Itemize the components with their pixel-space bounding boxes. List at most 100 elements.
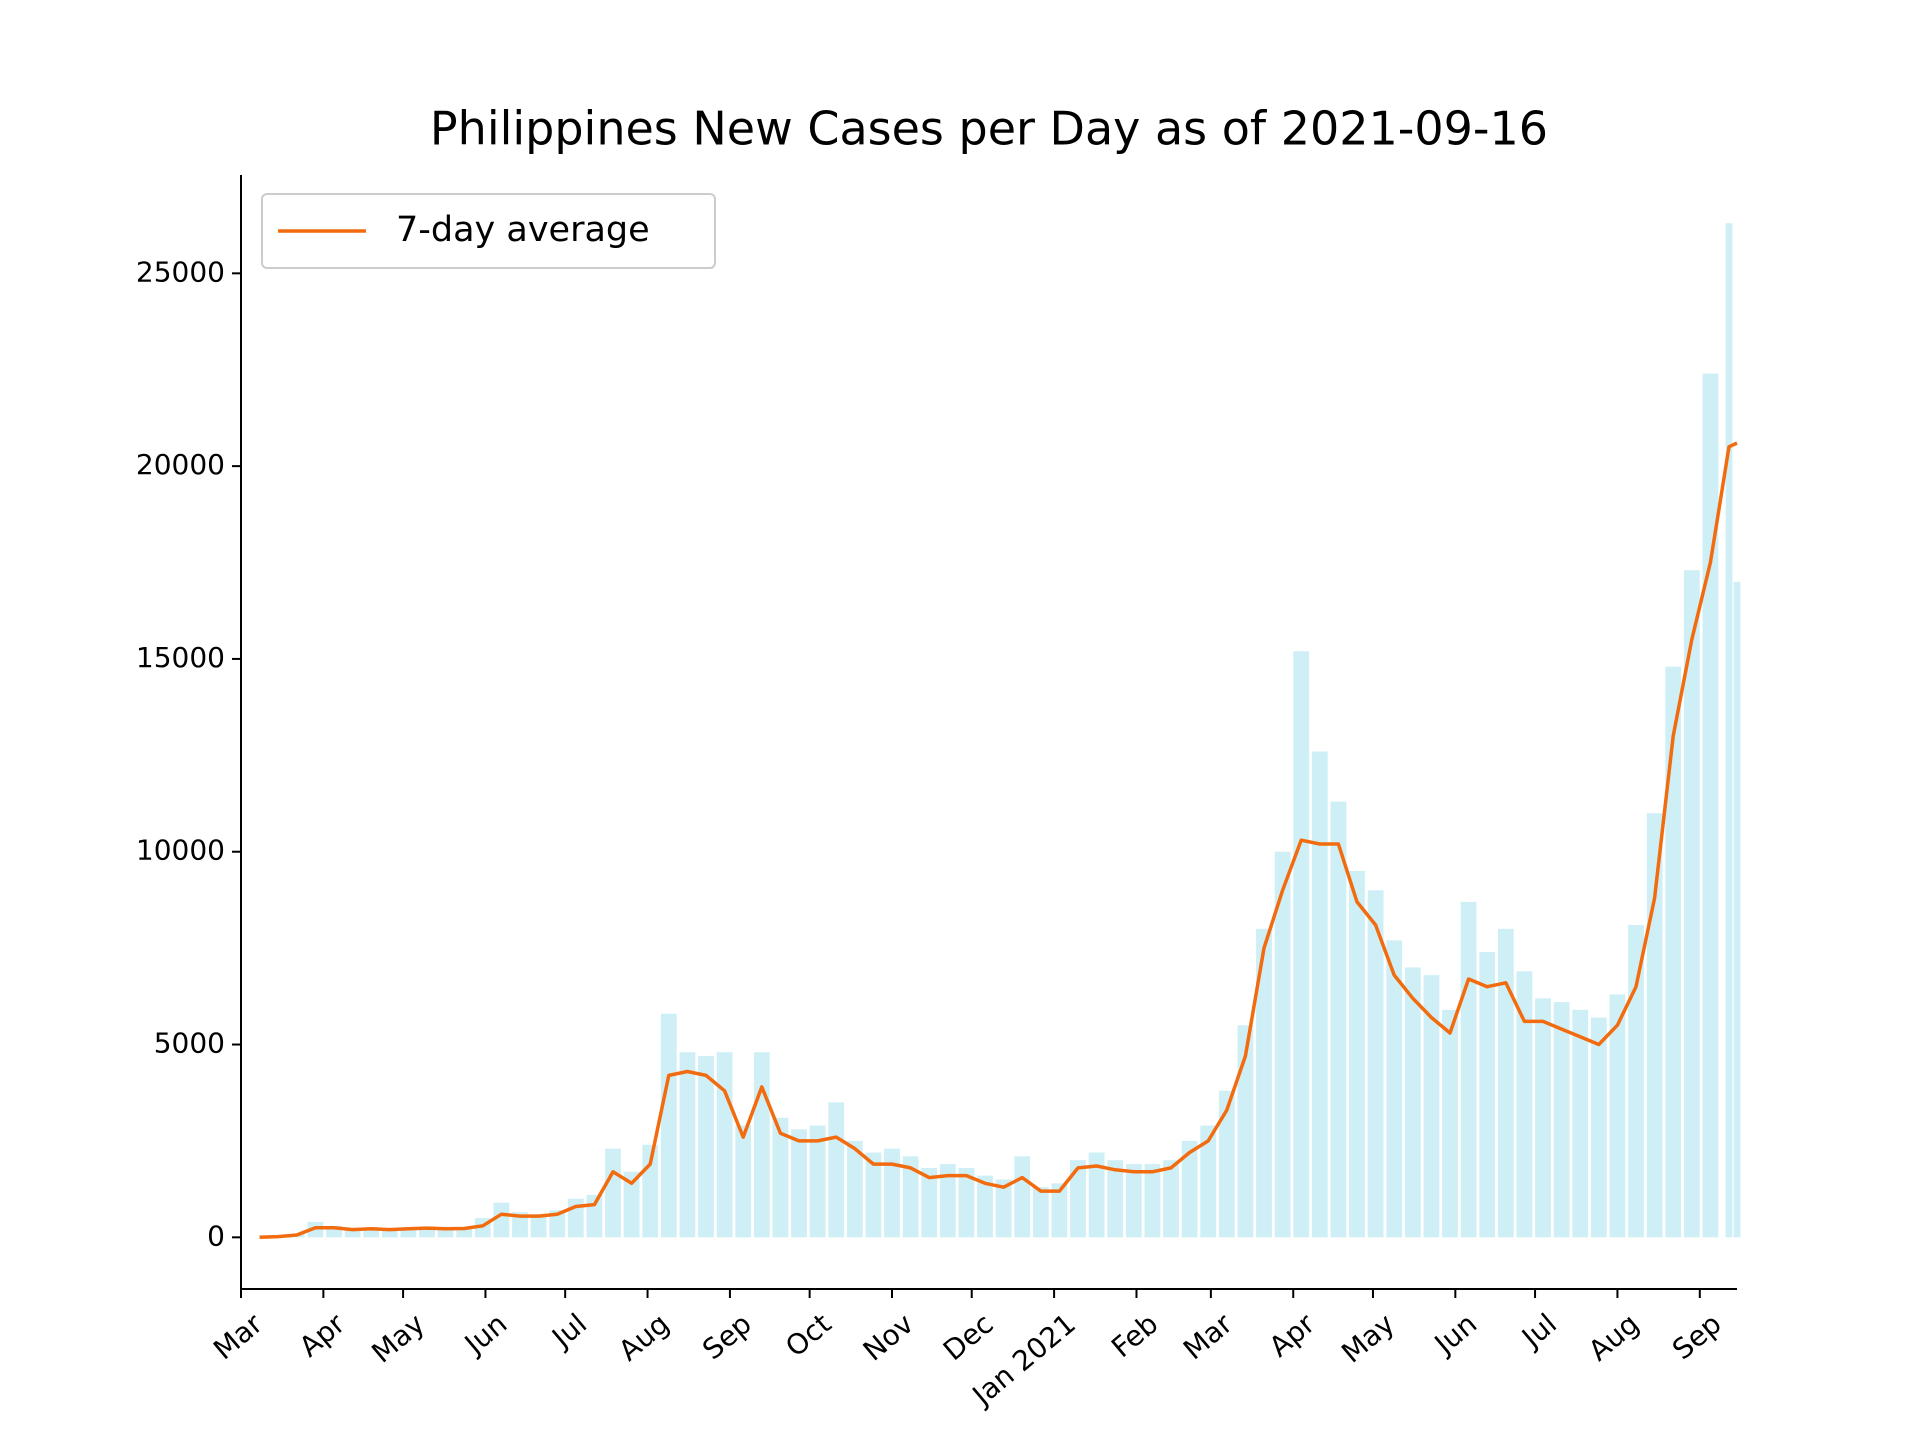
y-tick-label: 15000: [136, 641, 225, 674]
daily-bar: [716, 1052, 733, 1238]
x-tick-label: Feb: [1105, 1307, 1164, 1364]
daily-bar: [791, 1129, 807, 1238]
daily-bar: [1014, 1156, 1031, 1238]
daily-bar: [1404, 967, 1421, 1238]
daily-bar: [1628, 924, 1644, 1238]
daily-bar: [605, 1148, 621, 1238]
x-tick-label: Sep: [1666, 1307, 1728, 1366]
daily-bar: [1032, 1187, 1049, 1238]
daily-bar: [977, 1175, 993, 1238]
daily-bar: [1553, 1002, 1570, 1238]
daily-bar: [1386, 940, 1403, 1238]
x-tick-label: Nov: [857, 1307, 920, 1367]
daily-bar: [1725, 223, 1733, 1238]
daily-bar: [1237, 1025, 1254, 1238]
x-tick-label: Sep: [696, 1307, 758, 1366]
daily-bar: [865, 1152, 882, 1238]
daily-bar: [1609, 994, 1626, 1238]
daily-bar: [493, 1202, 510, 1238]
daily-bar: [1125, 1164, 1142, 1238]
daily-bar: [1181, 1140, 1198, 1238]
daily-bar: [363, 1227, 380, 1238]
chart-title: Philippines New Cases per Day as of 2021…: [430, 102, 1548, 156]
daily-bar: [623, 1171, 640, 1238]
daily-bar: [921, 1167, 938, 1238]
y-tick-label: 25000: [136, 255, 225, 288]
daily-bar: [1516, 971, 1533, 1238]
daily-bar: [307, 1221, 324, 1238]
daily-bar: [660, 1013, 677, 1238]
daily-bar: [1479, 951, 1496, 1238]
daily-bar: [1163, 1160, 1179, 1238]
average-line: [259, 441, 1738, 1240]
daily-bar: [1218, 1090, 1235, 1238]
daily-bar: [1683, 570, 1700, 1238]
x-tick-label: Jun: [457, 1307, 513, 1362]
daily-bar: [958, 1167, 975, 1238]
x-tick-label: Jul: [1514, 1307, 1563, 1355]
daily-bar: [1256, 928, 1272, 1238]
y-tick-label: 0: [207, 1219, 225, 1252]
daily-bar: [753, 1052, 770, 1238]
daily-bar: [1349, 871, 1365, 1238]
x-tick-label: May: [365, 1307, 431, 1369]
daily-bar: [735, 1125, 752, 1238]
daily-bar: [1088, 1152, 1105, 1238]
y-tick-label: 10000: [136, 834, 225, 867]
daily-bar: [1423, 975, 1440, 1238]
x-tick-label: Aug: [612, 1307, 675, 1367]
daily-bar: [549, 1210, 566, 1238]
daily-bar: [809, 1125, 826, 1238]
daily-bar: [1535, 998, 1551, 1238]
daily-bar: [512, 1212, 528, 1238]
daily-bar: [1590, 1017, 1607, 1238]
legend-label: 7-day average: [396, 210, 650, 250]
x-tick-label: Mar: [207, 1307, 269, 1367]
daily-bar: [1733, 581, 1741, 1238]
daily-bar: [1460, 901, 1477, 1238]
legend: 7-day average: [261, 193, 716, 269]
daily-bar: [679, 1052, 696, 1238]
daily-bar: [1293, 651, 1310, 1238]
daily-bar: [1702, 373, 1719, 1238]
daily-bar: [1442, 1009, 1458, 1238]
x-tick-label: Dec: [937, 1307, 1000, 1367]
daily-bar: [1070, 1160, 1086, 1238]
daily-bar: [1497, 928, 1514, 1238]
daily-bar: [1572, 1009, 1589, 1238]
daily-bar: [995, 1179, 1012, 1238]
daily-bar: [1367, 890, 1384, 1238]
y-tick-label: 5000: [154, 1027, 225, 1060]
daily-bar: [1274, 851, 1291, 1238]
daily-bar: [772, 1117, 789, 1238]
daily-bar: [1107, 1160, 1124, 1238]
daily-bar: [1144, 1164, 1161, 1238]
x-tick-label: Aug: [1582, 1307, 1645, 1367]
daily-bar: [902, 1156, 919, 1238]
y-tick-label: 20000: [136, 448, 225, 481]
daily-bar: [400, 1227, 417, 1238]
x-tick-label: Oct: [779, 1307, 837, 1363]
daily-bar: [344, 1227, 361, 1238]
daily-bar: [437, 1227, 454, 1238]
x-tick-label: Mar: [1177, 1307, 1239, 1367]
daily-bar: [456, 1226, 473, 1238]
daily-bar: [381, 1228, 398, 1238]
daily-bar: [939, 1164, 956, 1238]
daily-bar: [419, 1226, 435, 1238]
x-tick-label: Apr: [1263, 1307, 1322, 1364]
daily-bar: [846, 1140, 863, 1238]
x-tick-label: Jun: [1427, 1307, 1483, 1362]
daily-bar: [1665, 666, 1682, 1238]
daily-bar: [1311, 751, 1328, 1238]
daily-bar: [1051, 1183, 1068, 1238]
daily-bar: [1646, 813, 1663, 1238]
daily-bar: [1330, 801, 1347, 1238]
daily-bar: [530, 1214, 547, 1238]
x-tick-label: Apr: [293, 1307, 352, 1364]
daily-bar: [1200, 1125, 1217, 1238]
legend-box: [261, 193, 716, 269]
x-tick-label: May: [1335, 1307, 1401, 1369]
x-tick-label: Jul: [544, 1307, 593, 1355]
